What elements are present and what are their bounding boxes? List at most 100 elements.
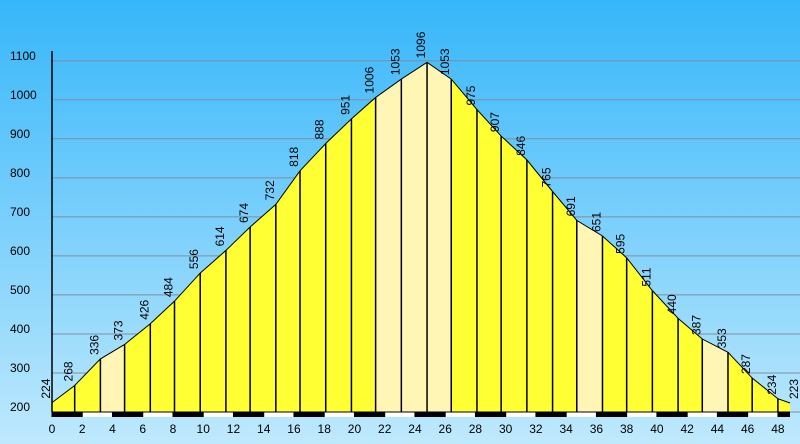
scale-bar [384, 412, 415, 417]
scale-bar [626, 412, 657, 417]
segment-fill [476, 109, 502, 413]
x-tick-label: 8 [170, 422, 177, 436]
value-label: 907 [488, 112, 502, 132]
x-tick-label: 0 [49, 422, 56, 436]
scale-bar [324, 412, 355, 417]
scale-bar [566, 412, 597, 417]
segment-fill [602, 235, 627, 412]
y-tick-label: 1000 [10, 88, 37, 102]
segment-fill [275, 170, 301, 412]
scale-bar [82, 412, 113, 417]
profile-line [51, 61, 791, 404]
value-label: 595 [614, 233, 628, 253]
segment-fill [150, 301, 175, 412]
x-tick-label: 22 [378, 422, 392, 436]
value-label: 511 [639, 267, 653, 286]
value-label: 651 [589, 212, 603, 232]
value-label: 387 [689, 315, 703, 335]
y-tick-label: 600 [10, 244, 30, 258]
value-label: 287 [739, 354, 753, 374]
scale-bar [777, 412, 790, 417]
x-tick-label: 26 [439, 422, 453, 436]
value-label: 484 [161, 277, 175, 297]
value-label: 1053 [388, 48, 402, 75]
y-tick-label: 500 [10, 283, 30, 297]
scale-bar [354, 412, 385, 417]
scale-bar [142, 412, 173, 417]
value-label: 1096 [414, 31, 428, 58]
x-tick-label: 42 [680, 422, 694, 436]
y-tick-label: 200 [10, 400, 30, 414]
segment-fill [451, 79, 477, 412]
value-label: 951 [338, 95, 352, 115]
x-tick-label: 40 [650, 422, 664, 436]
scale-bar [263, 412, 294, 417]
value-label: 373 [112, 320, 126, 340]
value-label: 1006 [363, 66, 377, 93]
x-tick-label: 44 [711, 422, 725, 436]
value-label: 614 [213, 226, 227, 246]
value-label: 336 [87, 335, 101, 355]
x-tick-label: 38 [620, 422, 634, 436]
scale-bar [172, 412, 204, 417]
y-tick-label: 700 [10, 205, 30, 219]
x-tick-label: 18 [318, 422, 332, 436]
segment-fill [52, 385, 75, 412]
x-tick-label: 14 [257, 422, 271, 436]
x-tick-label: 20 [348, 422, 362, 436]
scale-bar [445, 412, 476, 417]
value-label: 846 [514, 136, 528, 156]
scale-bar [293, 412, 325, 417]
segment-fill [501, 136, 527, 412]
segment-fill [124, 323, 151, 412]
scale-bar [747, 412, 778, 417]
y-tick-label: 900 [10, 127, 30, 141]
value-label: 268 [62, 361, 76, 381]
x-tick-label: 30 [499, 422, 513, 436]
value-label: 426 [137, 299, 151, 319]
segment-fill [752, 378, 778, 412]
segment-fill [401, 62, 428, 412]
scale-bar [717, 412, 748, 417]
value-label: 765 [540, 167, 554, 187]
value-label: 732 [263, 180, 277, 200]
segment-fill [74, 358, 101, 412]
x-tick-label: 46 [741, 422, 755, 436]
scale-bar [112, 412, 143, 417]
segment-fill [702, 339, 728, 412]
segment-fill [678, 318, 703, 412]
scale-bar [52, 412, 83, 417]
value-label: 1053 [438, 48, 452, 75]
y-tick-label: 1100 [10, 49, 36, 63]
segment-fill [727, 352, 753, 412]
x-tick-label: 34 [560, 422, 574, 436]
value-label: 440 [665, 294, 679, 314]
x-tick-label: 36 [590, 422, 604, 436]
x-tick-label: 4 [109, 422, 116, 436]
x-tick-label: 10 [197, 422, 211, 436]
value-label: 691 [564, 196, 578, 216]
x-tick-label: 2 [79, 422, 86, 436]
scale-bar [535, 412, 567, 417]
value-label: 556 [187, 249, 201, 269]
scale-bar [233, 412, 264, 417]
x-tick-label: 24 [408, 422, 422, 436]
scale-bar [656, 412, 688, 417]
value-label: 223 [787, 379, 800, 399]
segment-fill [652, 290, 679, 412]
segment-fill [626, 257, 653, 412]
value-label: 888 [313, 119, 327, 139]
segment-fill [250, 204, 276, 412]
scale-bar [475, 412, 506, 417]
x-tick-label: 28 [469, 422, 483, 436]
x-tick-label: 32 [529, 422, 543, 436]
value-label: 353 [715, 328, 729, 348]
scale-bar [414, 412, 446, 417]
value-label: 224 [39, 378, 53, 398]
x-tick-label: 16 [287, 422, 301, 436]
y-tick-label: 400 [10, 322, 30, 336]
segment-fill [225, 227, 251, 412]
value-label: 818 [287, 146, 301, 166]
segment-fill [351, 97, 376, 412]
